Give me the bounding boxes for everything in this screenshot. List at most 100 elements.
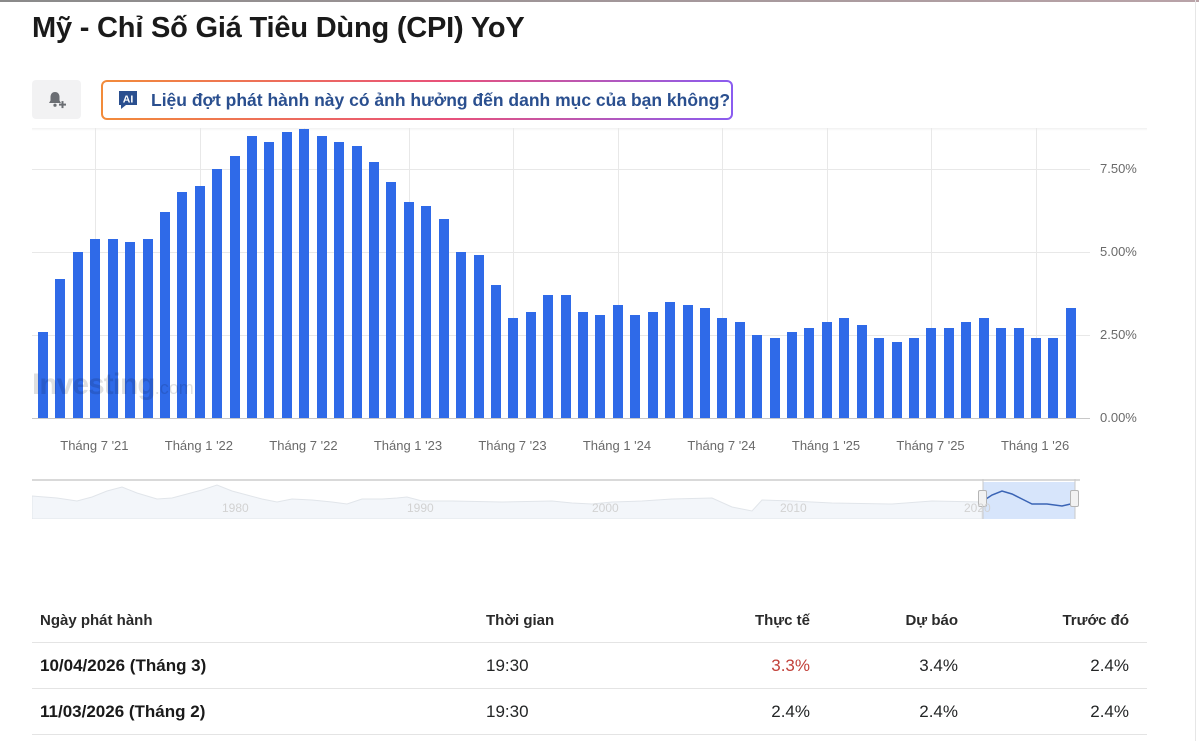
bar[interactable] — [351, 145, 362, 418]
actual-value: 3.3% — [771, 655, 810, 675]
y-axis-label: 5.00% — [1100, 244, 1137, 259]
bar[interactable] — [961, 321, 972, 418]
header-forecast[interactable]: Dự báo — [905, 611, 958, 629]
bar[interactable] — [490, 285, 501, 418]
bar[interactable] — [717, 318, 728, 418]
y-axis-label: 0.00% — [1100, 410, 1137, 425]
bar[interactable] — [90, 238, 101, 418]
navigator-year-label: 2000 — [592, 501, 619, 515]
x-gridline — [826, 128, 828, 418]
bar[interactable] — [525, 311, 536, 418]
x-axis-label: Tháng 7 '25 — [896, 438, 965, 453]
bar[interactable] — [612, 305, 623, 418]
forecast-value: 2.4% — [919, 701, 958, 721]
bar[interactable] — [229, 155, 240, 418]
bar[interactable] — [281, 132, 292, 418]
bar[interactable] — [665, 301, 676, 418]
x-axis-label: Tháng 1 '22 — [164, 438, 234, 453]
header-time[interactable]: Thời gian — [486, 611, 555, 629]
bar[interactable] — [247, 135, 258, 418]
bar[interactable] — [316, 135, 327, 418]
bar[interactable] — [891, 341, 902, 418]
table-row: 11/03/2026 (Tháng 2) 19:30 2.4% 2.4% 2.4… — [32, 689, 1147, 735]
svg-text:AI: AI — [123, 94, 134, 106]
bar[interactable] — [978, 318, 989, 418]
table-header-row: Ngày phát hành Thời gian Thực tế Dự báo … — [32, 598, 1147, 643]
bar[interactable] — [821, 321, 832, 418]
x-axis-label: Tháng 7 '22 — [269, 438, 338, 453]
chart-navigator[interactable]: 1980 1990 2000 2010 2020 — [32, 479, 1080, 519]
ai-portfolio-impact-button[interactable]: AI Liệu đợt phát hành này có ảnh hưởng đ… — [101, 80, 733, 120]
navigator-right-handle[interactable] — [1070, 490, 1079, 507]
bar[interactable] — [299, 129, 310, 418]
bar[interactable] — [386, 182, 397, 418]
bar[interactable] — [508, 318, 519, 418]
navigator-sparkline — [32, 479, 1076, 519]
bar[interactable] — [1013, 328, 1024, 418]
navigator-left-handle[interactable] — [978, 490, 987, 507]
bar[interactable] — [368, 162, 379, 418]
x-gridline — [617, 128, 619, 418]
right-border — [1195, 0, 1196, 741]
bar[interactable] — [334, 142, 345, 418]
bar[interactable] — [647, 311, 658, 418]
bar[interactable] — [682, 305, 693, 418]
bar[interactable] — [734, 321, 745, 418]
x-gridline — [1035, 128, 1037, 418]
navigator-year-label: 2020 — [964, 501, 991, 515]
bar[interactable] — [125, 242, 136, 418]
bar[interactable] — [787, 331, 798, 418]
bar[interactable] — [473, 255, 484, 418]
bar[interactable] — [856, 325, 867, 418]
bar[interactable] — [177, 192, 188, 418]
bar[interactable] — [839, 318, 850, 418]
x-axis-label: Tháng 1 '24 — [582, 438, 652, 453]
x-axis-label: Tháng 1 '25 — [791, 438, 861, 453]
bar[interactable] — [159, 212, 170, 418]
bar[interactable] — [630, 315, 641, 418]
header-previous[interactable]: Trước đó — [1062, 611, 1129, 629]
actual-value: 2.4% — [771, 701, 810, 721]
bar[interactable] — [107, 238, 118, 418]
bar[interactable] — [55, 278, 66, 418]
bar[interactable] — [264, 142, 275, 418]
release-time: 19:30 — [486, 655, 529, 675]
bar[interactable] — [1065, 308, 1076, 418]
bar[interactable] — [142, 238, 153, 418]
bar[interactable] — [769, 338, 780, 418]
bar[interactable] — [560, 295, 571, 418]
bar[interactable] — [926, 328, 937, 418]
forecast-value: 3.4% — [919, 655, 958, 675]
bar[interactable] — [752, 335, 763, 418]
navigator-year-label: 1980 — [222, 501, 249, 515]
bar[interactable] — [595, 315, 606, 418]
bar[interactable] — [421, 205, 432, 418]
bar[interactable] — [578, 311, 589, 418]
bar[interactable] — [1030, 338, 1041, 418]
bar[interactable] — [194, 185, 205, 418]
header-release-date[interactable]: Ngày phát hành — [40, 611, 153, 629]
header-actual[interactable]: Thực tế — [754, 611, 810, 629]
bar[interactable] — [543, 295, 554, 418]
navigator-year-label: 1990 — [407, 501, 434, 515]
bar[interactable] — [699, 308, 710, 418]
page-title: Mỹ - Chỉ Số Giá Tiêu Dùng (CPI) YoY — [32, 12, 525, 44]
bar[interactable] — [72, 252, 83, 418]
bar[interactable] — [943, 328, 954, 418]
top-border — [0, 0, 1199, 2]
bar[interactable] — [456, 252, 467, 418]
bar[interactable] — [804, 328, 815, 418]
bar[interactable] — [212, 169, 223, 418]
release-date: 10/04/2026 (Tháng 3) — [40, 655, 207, 675]
add-alert-button[interactable] — [32, 80, 81, 119]
x-axis-label: Tháng 7 '24 — [687, 438, 756, 453]
bar[interactable] — [38, 331, 48, 418]
bar[interactable] — [909, 338, 919, 418]
bar[interactable] — [403, 202, 414, 418]
bar[interactable] — [438, 218, 449, 418]
y-gridline — [32, 169, 1090, 170]
ai-prompt-text: Liệu đợt phát hành này có ảnh hưởng đến … — [151, 89, 731, 110]
bar[interactable] — [1048, 338, 1059, 418]
bar[interactable] — [874, 338, 885, 418]
bar[interactable] — [996, 328, 1007, 418]
